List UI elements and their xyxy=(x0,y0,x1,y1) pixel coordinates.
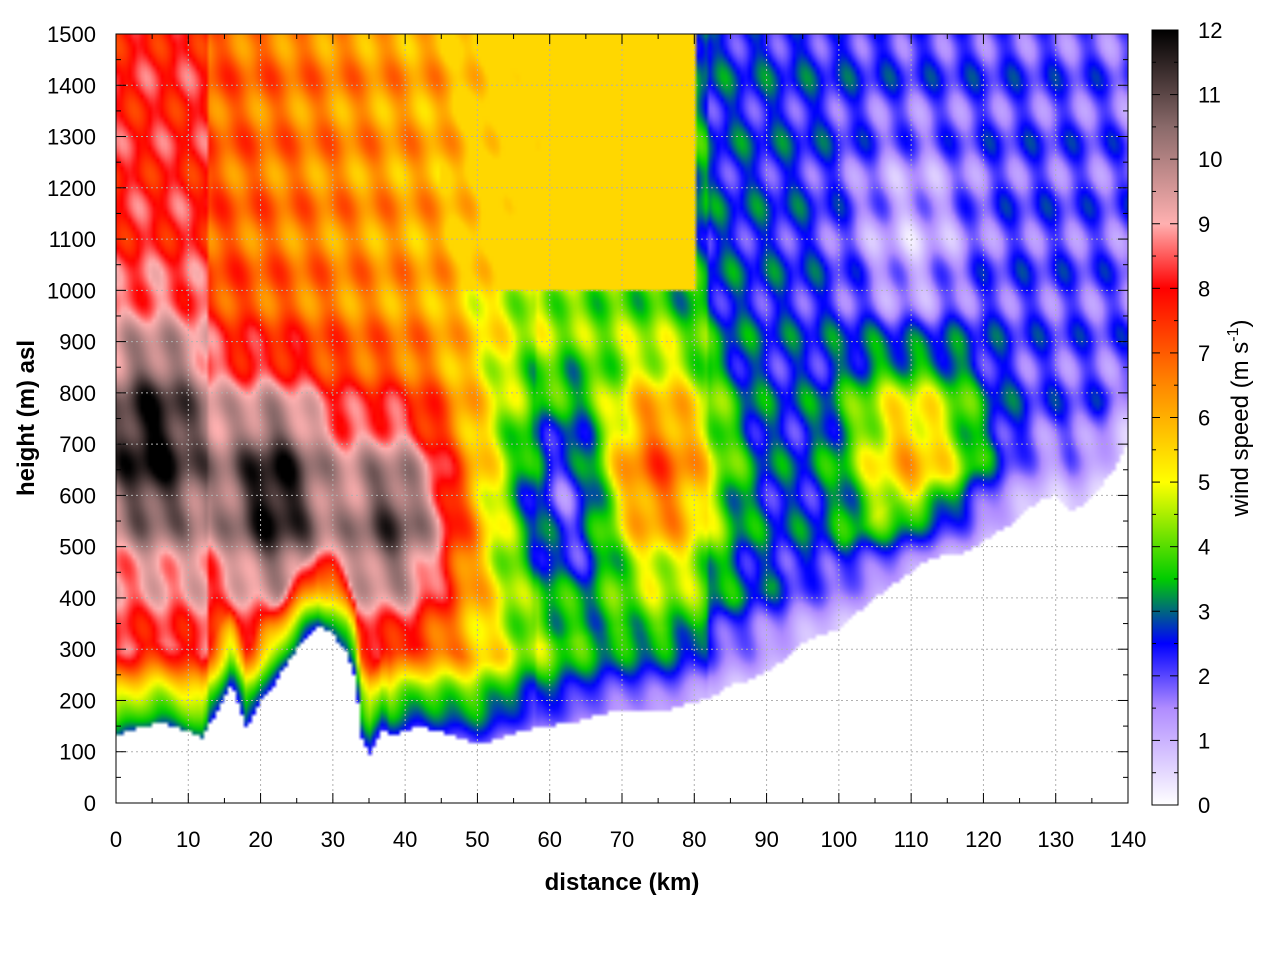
y-tick-label: 1300 xyxy=(47,125,96,150)
y-tick-label: 600 xyxy=(59,483,96,508)
y-tick-label: 100 xyxy=(59,740,96,765)
colorbar-tick-label: 8 xyxy=(1198,276,1210,301)
x-tick-label: 70 xyxy=(610,827,634,852)
colorbar-tick-label: 11 xyxy=(1198,83,1221,108)
colorbar-title: wind speed (m s-1) xyxy=(1225,320,1254,518)
y-tick-label: 300 xyxy=(59,637,96,662)
x-tick-label: 50 xyxy=(465,827,489,852)
x-tick-label: 10 xyxy=(176,827,200,852)
x-tick-label: 60 xyxy=(537,827,561,852)
colorbar-tick-label: 1 xyxy=(1198,728,1210,753)
y-tick-label: 500 xyxy=(59,535,96,560)
y-tick-label: 900 xyxy=(59,330,96,355)
y-tick-label: 400 xyxy=(59,586,96,611)
x-tick-label: 100 xyxy=(820,827,857,852)
x-tick-label: 130 xyxy=(1037,827,1074,852)
colorbar-tick-label: 10 xyxy=(1198,147,1222,172)
y-axis: 0 100 200 300 400 500 600 700 800 900 1000 1100 1200… xyxy=(47,22,1128,816)
colorbar-tick-label: 5 xyxy=(1198,470,1210,495)
y-tick-label: 0 xyxy=(84,791,96,816)
x-tick-label: 120 xyxy=(965,827,1002,852)
colorbar-tick-label: 0 xyxy=(1198,793,1210,818)
colorbar-tick-label: 6 xyxy=(1198,406,1210,431)
y-tick-label: 1400 xyxy=(47,73,96,98)
y-tick-label: 1100 xyxy=(49,227,96,252)
x-tick-label: 140 xyxy=(1110,827,1147,852)
x-tick-label: 40 xyxy=(393,827,417,852)
y-tick-label: 200 xyxy=(59,688,96,713)
y-axis-title: height (m) asl xyxy=(13,340,40,496)
colorbar-tick-label: 4 xyxy=(1198,535,1210,560)
y-tick-label: 800 xyxy=(59,381,96,406)
y-tick-label: 700 xyxy=(59,432,96,457)
colorbar-tick-label: 3 xyxy=(1198,599,1210,624)
x-tick-label: 80 xyxy=(682,827,706,852)
x-tick-label: 20 xyxy=(248,827,272,852)
colorbar-tick-label: 9 xyxy=(1198,212,1210,237)
colorbar-tick-label: 12 xyxy=(1198,18,1222,43)
x-tick-label: 0 xyxy=(110,827,122,852)
x-tick-label: 90 xyxy=(754,827,778,852)
colorbar-tick-label: 7 xyxy=(1198,341,1210,366)
x-tick-label: 30 xyxy=(321,827,345,852)
colorbar-tick-label: 2 xyxy=(1198,664,1210,689)
x-tick-label: 110 xyxy=(894,827,929,852)
y-tick-label: 1000 xyxy=(47,278,96,303)
x-axis: 0 10 20 30 40 50 60 70 80 90 100 110 120 130 140 xyxy=(110,34,1146,852)
y-tick-label: 1500 xyxy=(47,22,96,47)
x-axis-title: distance (km) xyxy=(545,869,700,896)
y-tick-label: 1200 xyxy=(47,176,96,201)
